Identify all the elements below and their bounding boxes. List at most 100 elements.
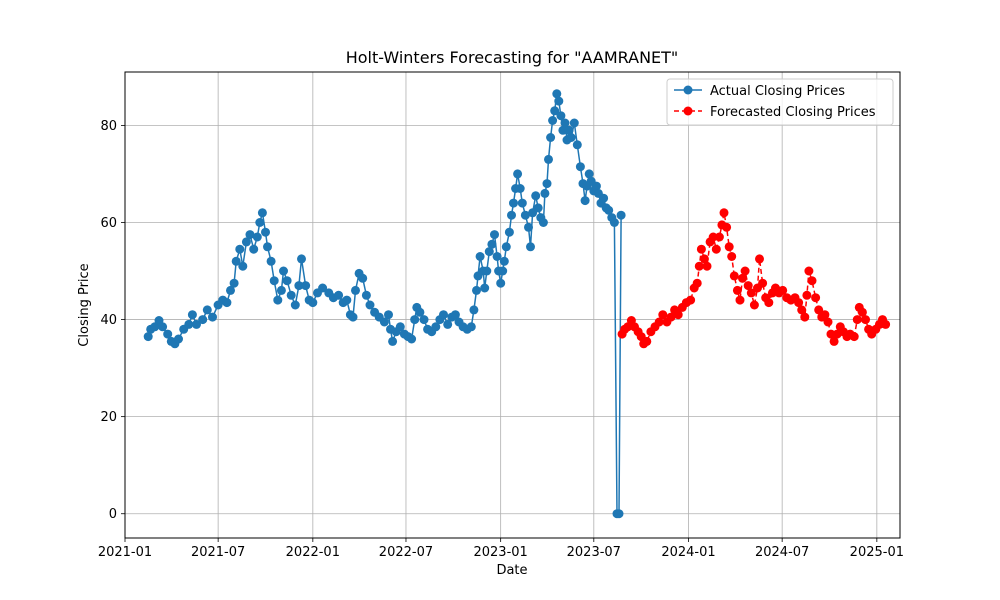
data-point	[743, 281, 753, 291]
data-point	[509, 198, 518, 208]
data-point	[800, 312, 810, 322]
data-point	[297, 254, 306, 264]
data-point	[719, 208, 729, 218]
data-point	[584, 169, 594, 179]
data-point	[252, 232, 262, 242]
data-point	[507, 210, 516, 220]
data-point	[388, 336, 398, 346]
data-point	[666, 312, 676, 322]
data-point	[727, 252, 737, 261]
data-point	[572, 140, 582, 150]
data-point	[807, 276, 817, 286]
data-point	[614, 509, 624, 519]
data-point	[229, 278, 239, 288]
data-point	[499, 256, 509, 266]
data-point	[469, 305, 479, 315]
data-point	[552, 89, 562, 99]
data-point	[729, 271, 739, 281]
y-tick-label: 80	[100, 119, 117, 134]
data-point	[384, 310, 393, 320]
data-point	[282, 276, 292, 286]
data-point	[804, 266, 814, 276]
data-point	[520, 210, 530, 220]
data-point	[365, 300, 375, 310]
data-point	[351, 285, 360, 295]
data-point	[554, 96, 564, 106]
data-point	[857, 307, 867, 317]
legend: Actual Closing Prices Forecasted Closing…	[666, 78, 894, 126]
data-point	[566, 133, 576, 142]
data-point	[533, 203, 543, 213]
data-point	[492, 252, 502, 261]
x-tick-label: 2021-01	[98, 545, 152, 560]
data-point	[263, 242, 272, 252]
data-point	[714, 232, 724, 242]
data-point	[143, 332, 153, 342]
legend-label-actual: Actual Closing Prices	[710, 84, 845, 99]
data-point	[829, 336, 839, 346]
data-point	[187, 310, 197, 320]
x-axis-label: Date	[496, 563, 527, 578]
data-point	[419, 315, 429, 325]
data-point	[513, 169, 523, 179]
y-tick-label: 20	[100, 410, 117, 425]
data-point	[699, 254, 709, 264]
data-point	[696, 244, 706, 254]
data-point	[163, 329, 173, 339]
data-point	[740, 266, 750, 276]
x-tick-label: 2023-07	[567, 545, 621, 560]
data-point	[439, 310, 448, 320]
data-point	[208, 312, 217, 322]
data-point	[241, 237, 251, 247]
x-tick-label: 2024-01	[661, 545, 715, 560]
data-point	[764, 298, 774, 308]
data-point	[524, 222, 533, 232]
data-point	[245, 230, 255, 240]
data-point	[616, 210, 626, 220]
data-point	[487, 239, 497, 249]
series-actual	[143, 89, 626, 519]
data-point	[826, 329, 836, 339]
data-point	[711, 244, 721, 254]
data-point	[286, 290, 296, 300]
data-point	[395, 322, 405, 332]
data-point	[814, 305, 824, 315]
data-point	[334, 290, 344, 300]
data-point	[591, 181, 601, 191]
data-point	[498, 266, 508, 276]
data-point	[294, 281, 304, 291]
data-point	[702, 261, 712, 271]
x-tick-label: 2025-01	[850, 545, 904, 560]
data-point	[749, 300, 759, 310]
data-point	[599, 193, 609, 203]
data-point	[472, 285, 481, 295]
legend-marker-forecast	[683, 106, 693, 116]
data-point	[686, 295, 696, 305]
data-point	[575, 162, 585, 172]
data-point	[308, 298, 318, 308]
data-point	[658, 310, 668, 320]
data-point	[261, 227, 270, 237]
data-point	[318, 283, 328, 293]
data-point	[517, 198, 527, 208]
data-point	[609, 218, 619, 227]
data-point	[548, 116, 558, 125]
data-point	[249, 244, 259, 254]
data-point	[820, 310, 830, 320]
data-point	[466, 322, 476, 332]
data-point	[379, 317, 389, 327]
data-point	[580, 196, 590, 206]
data-point	[415, 307, 425, 317]
data-point	[852, 315, 862, 325]
data-point	[266, 256, 276, 266]
data-point	[642, 336, 652, 346]
data-point	[348, 312, 358, 322]
data-point	[673, 310, 683, 320]
chart-title: Holt-Winters Forecasting for "AAMRANET"	[346, 48, 679, 67]
legend-label-forecast: Forecasted Closing Prices	[710, 105, 876, 120]
y-tick-label: 60	[100, 216, 117, 231]
data-point	[558, 125, 568, 135]
y-axis: 0 20 40 60 80	[100, 119, 125, 522]
